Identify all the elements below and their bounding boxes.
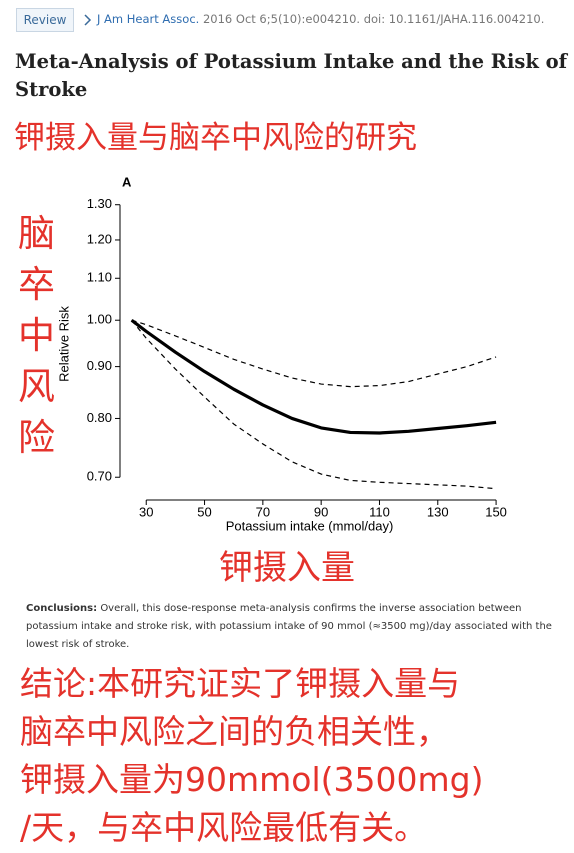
y-tick-label: 1.20 [87,231,112,246]
y-axis-label: Relative Risk [56,306,71,382]
title-cn: 钾摄入量与脑卒中风险的研究 [14,120,417,156]
x-axis-label: Potassium intake (mmol/day) [226,518,394,533]
conclusions: Conclusions: Overall, this dose-response… [26,600,556,654]
conclusion-cn-line: 钾摄入量为90mmol(3500mg) [20,760,484,799]
x-tick-label: 110 [369,504,390,519]
y-tick-label: 0.70 [87,469,112,484]
y-cn: 脑卒中风险 [18,212,55,459]
conclusion-cn-line: 脑卒中风险之间的负相关性， [20,712,449,751]
x-tick-label: 90 [314,504,328,519]
x-tick-label: 30 [139,504,153,519]
y-tick-label: 1.30 [87,196,112,211]
chevron [84,14,92,26]
x-tick-label: 130 [427,504,449,519]
x-tick-label: 50 [197,504,211,519]
journal-link[interactable]: J Am Heart Assoc. [97,12,200,26]
badge[interactable]: Review [16,8,74,32]
article-title: Meta-Analysis of Potassium Intake and th… [15,50,568,101]
panel-label: A [122,174,132,189]
line [131,319,497,388]
chart: 0.70 0.80 0.90 1.00 1.10 1.20 1.30 30 50 70 90 110 1… [56,174,507,533]
y-tick-label: 1.10 [87,270,112,285]
conclusions-label: Conclusions: [26,603,98,614]
x-tick-label: 150 [485,504,507,519]
x-cn: 钾摄入量 [219,548,355,588]
conclusion-cn-line: 结论:本研究证实了钾摄入量与 [20,664,461,703]
citation: 2016 Oct 6;5(10):e004210. doi: 10.1161/J… [202,12,545,26]
line [130,318,497,435]
y-tick-label: 0.80 [87,410,112,425]
conclusion-cn-line: /天，与卒中风险最低有关。 [20,808,428,847]
y-tick-label: 1.00 [87,312,112,327]
citation-line: J Am Heart Assoc. 2016 Oct 6;5(10):e0042… [97,12,544,26]
conclusions-text: Overall, this dose-response meta-analysi… [26,603,552,650]
conclusion-cn: 结论:本研究证实了钾摄入量与 脑卒中风险之间的负相关性， 钾摄入量为90mmol(3… [20,660,483,852]
line [131,319,497,490]
x-tick-label: 70 [256,504,270,519]
y-tick-label: 0.90 [87,358,112,373]
